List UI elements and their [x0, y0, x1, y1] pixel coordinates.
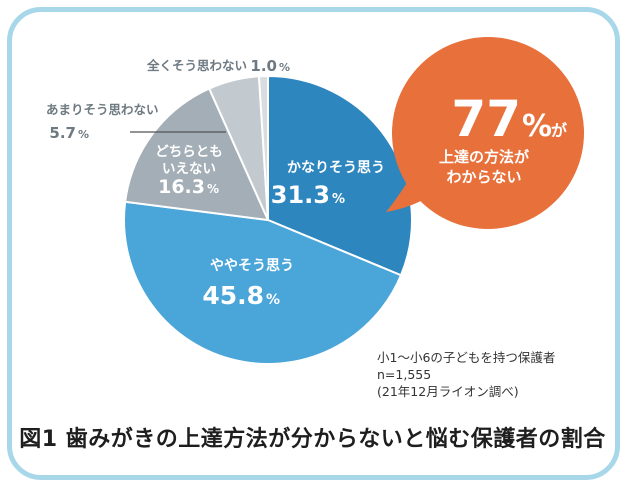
callout-suffix: が — [551, 121, 567, 140]
figure-caption: 図1 歯みがきの上達方法が分からないと悩む保護者の割合 — [19, 427, 606, 452]
callout-unit: % — [522, 109, 552, 144]
pie-slice-0 — [267, 74, 413, 277]
pie-slice-2 — [124, 87, 270, 222]
callout-value: 77 — [451, 90, 521, 148]
callout-bubble: 77 % が 上達の方法が わからない — [386, 37, 584, 229]
note-sample-size: n=1,555 — [377, 367, 432, 382]
note-population: 小1〜小6の子どもを持つ保護者 — [377, 350, 556, 365]
callout-tail — [386, 178, 430, 212]
slice-value-3: 5.7 — [49, 124, 76, 142]
slice-label-2-line-2: いえない — [162, 161, 216, 177]
callout-line-2: わからない — [446, 168, 521, 186]
slice-unit-2: % — [207, 182, 219, 196]
slice-unit-3: % — [78, 128, 89, 141]
slice-unit-4: % — [279, 61, 290, 74]
pie-slice-4 — [257, 74, 269, 221]
slice-value-0: 31.3 — [271, 181, 330, 209]
slice-unit-0: % — [332, 192, 345, 207]
slice-value-4: 1.0 — [250, 57, 277, 75]
callout-circle — [392, 37, 584, 229]
slice-label-1: ややそう思う — [210, 258, 294, 274]
pie-slice-1 — [123, 200, 403, 365]
pie-slices — [123, 74, 413, 365]
slice-label-2-line-1: どちらとも — [155, 144, 223, 160]
slice-label-0: かなりそう思う — [287, 160, 385, 176]
slice-label-3: あまりそう思わない — [46, 102, 159, 117]
slice-value-1: 45.8 — [202, 281, 264, 310]
callout-line-1: 上達の方法が — [439, 148, 530, 166]
slice-unit-1: % — [266, 292, 280, 308]
slice-value-2: 16.3 — [158, 176, 205, 198]
note-source: (21年12月ライオン調べ) — [377, 384, 519, 399]
slice-label-4: 全くそう思わない — [146, 58, 247, 73]
